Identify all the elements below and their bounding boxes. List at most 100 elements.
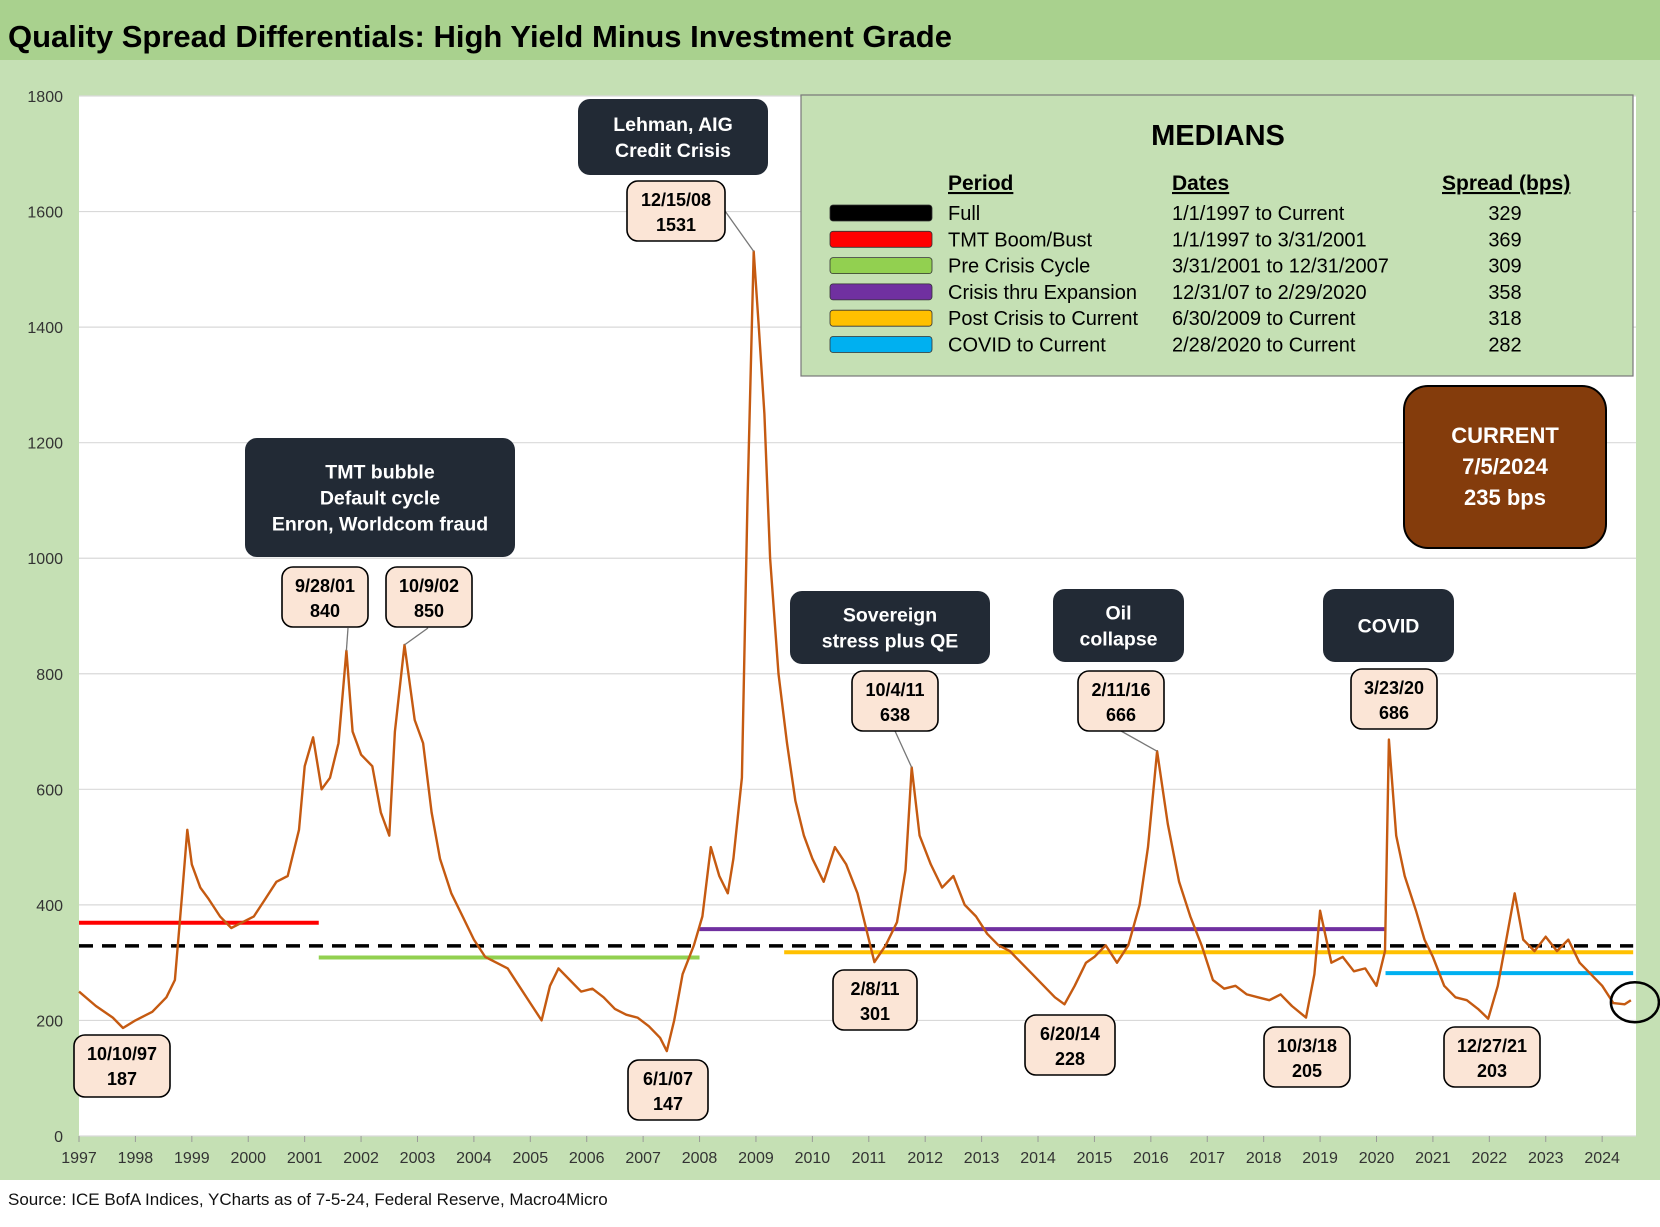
x-tick-label: 2014 — [1020, 1150, 1056, 1167]
event-callout-text: Default cycle — [320, 488, 440, 510]
current-box: CURRENT 7/5/2024 235 bps — [1403, 385, 1607, 549]
event-callout-text: Enron, Worldcom fraud — [272, 514, 488, 536]
medians-row-dates: 12/31/07 to 2/29/2020 — [1172, 282, 1367, 304]
x-tick-label: 2011 — [852, 1150, 887, 1167]
x-tick-label: 2003 — [400, 1150, 436, 1167]
y-axis-ticks: 0 200 400 600 800 1000 1200 1400 1600 1800 — [27, 89, 63, 1146]
medians-title: MEDIANS — [1151, 120, 1285, 152]
point-label-box — [851, 670, 939, 732]
event-callout-box — [578, 99, 768, 175]
event-callouts: Lehman, AIG Credit Crisis TMT bubble Defaul… — [245, 99, 1454, 664]
x-tick-label: 2012 — [907, 1150, 943, 1167]
spread-series-line — [78, 250, 1632, 1053]
x-tick-label: 2015 — [1077, 1150, 1113, 1167]
x-tick-label: 2022 — [1472, 1150, 1508, 1167]
medians-row-period: TMT Boom/Bust — [948, 229, 1093, 251]
event-callout-text: COVID — [1358, 616, 1420, 638]
x-tick-label: 2002 — [343, 1150, 379, 1167]
point-label-leader — [894, 730, 913, 768]
medians-table-box — [800, 94, 1634, 377]
medians-row-spread: 318 — [1488, 308, 1521, 330]
header-bar — [0, 0, 1660, 60]
medians-row-period: Post Crisis to Current — [948, 308, 1138, 330]
event-callout-text: Sovereign — [843, 605, 937, 627]
medians-row-swatch — [829, 309, 933, 327]
medians-table: MEDIANS Period Dates Spread (bps) Full 1/… — [800, 94, 1634, 377]
y-tick-label: 400 — [36, 898, 63, 915]
y-tick-label: 1600 — [27, 205, 63, 222]
medians-row-swatch — [829, 204, 933, 222]
x-tick-label: 2010 — [795, 1150, 831, 1167]
point-label-leader — [724, 210, 755, 252]
point-label-date: 12/15/08 — [641, 190, 711, 210]
point-label-value: 301 — [860, 1004, 890, 1024]
x-tick-label: 2017 — [1189, 1150, 1225, 1167]
medians-rows: Full 1/1/1997 to Current 329 TMT Boom/Bust 1… — [829, 203, 1522, 357]
x-tick-label: 2006 — [569, 1150, 605, 1167]
point-label-date: 10/3/18 — [1277, 1036, 1337, 1056]
medians-row-dates: 6/30/2009 to Current — [1172, 308, 1356, 330]
point-label-value: 187 — [107, 1069, 137, 1089]
x-tick-label: 1998 — [118, 1150, 154, 1167]
y-tick-label: 1000 — [27, 551, 63, 568]
x-tick-label: 2001 — [287, 1150, 323, 1167]
event-callout-text: TMT bubble — [325, 462, 435, 484]
medians-header-dates: Dates — [1172, 172, 1229, 195]
x-tick-label: 2024 — [1584, 1150, 1620, 1167]
x-tick-label: 2023 — [1528, 1150, 1564, 1167]
x-tick-label: 2021 — [1415, 1150, 1451, 1167]
source-note: Source: ICE BofA Indices, YCharts as of … — [8, 1190, 608, 1209]
medians-row-dates: 2/28/2020 to Current — [1172, 335, 1356, 357]
point-label-date: 10/9/02 — [399, 576, 459, 596]
medians-row-spread: 309 — [1488, 256, 1521, 278]
medians-row-swatch — [829, 257, 933, 275]
point-label-value: 850 — [414, 601, 444, 621]
x-tick-label: 1997 — [61, 1150, 97, 1167]
point-label-leader — [345, 627, 349, 651]
medians-row-spread: 358 — [1488, 282, 1521, 304]
y-tick-label: 800 — [36, 667, 63, 684]
current-label: CURRENT — [1451, 423, 1559, 448]
point-label-leader — [404, 627, 429, 646]
median-lines — [79, 920, 1634, 976]
point-label-date: 9/28/01 — [295, 576, 355, 596]
current-date: 7/5/2024 — [1462, 454, 1548, 479]
point-label-date: 12/27/21 — [1457, 1036, 1527, 1056]
x-tick-label: 2020 — [1359, 1150, 1395, 1167]
x-tick-label: 2016 — [1133, 1150, 1169, 1167]
medians-row-dates: 3/31/2001 to 12/31/2007 — [1172, 256, 1389, 278]
point-label-value: 147 — [653, 1094, 683, 1114]
event-callout-box — [1323, 589, 1454, 662]
point-label-box — [1077, 670, 1165, 732]
x-tick-label: 2007 — [625, 1150, 661, 1167]
point-label-value: 203 — [1477, 1061, 1507, 1081]
x-tick-label: 2005 — [513, 1150, 549, 1167]
medians-row-swatch — [829, 336, 933, 353]
x-tick-label: 2004 — [456, 1150, 492, 1167]
point-label-date: 2/8/11 — [850, 979, 899, 999]
event-callout-text: Lehman, AIG — [613, 114, 733, 136]
point-label-box — [1443, 1026, 1541, 1088]
event-callout-text: collapse — [1079, 629, 1157, 651]
current-box-bg — [1403, 385, 1607, 549]
y-tick-label: 0 — [54, 1129, 63, 1146]
medians-row-period: Crisis thru Expansion — [948, 282, 1137, 304]
y-tick-label: 200 — [36, 1013, 63, 1030]
medians-header-period: Period — [948, 172, 1013, 195]
point-label-box — [281, 566, 369, 628]
event-callout-box — [1053, 589, 1184, 662]
x-tick-label: 2018 — [1246, 1150, 1282, 1167]
medians-row-swatch — [829, 283, 933, 301]
y-tick-label: 1200 — [27, 436, 63, 453]
point-label-date: 6/1/07 — [643, 1069, 693, 1089]
point-label-box — [385, 566, 473, 628]
medians-row-period: Pre Crisis Cycle — [948, 256, 1090, 278]
y-tick-label: 1400 — [27, 320, 63, 337]
point-label-date: 3/23/20 — [1364, 678, 1424, 698]
point-label-leader — [1120, 730, 1158, 752]
current-point-circle — [1609, 980, 1660, 1024]
point-label-box — [1024, 1014, 1116, 1076]
point-label-value: 840 — [310, 601, 340, 621]
point-label-box — [832, 969, 918, 1031]
